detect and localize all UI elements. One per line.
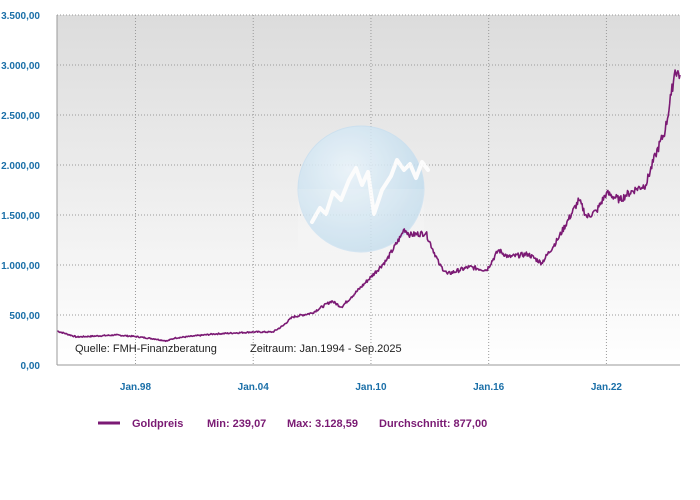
y-tick-label: 2.000,00 xyxy=(1,161,40,172)
y-tick-label: 2.500,00 xyxy=(1,111,40,122)
period-note: Zeitraum: Jan.1994 - Sep.2025 xyxy=(250,343,402,355)
legend: Goldpreis Min: 239,07 Max: 3.128,59 Durc… xyxy=(98,418,487,430)
legend-series-label: Goldpreis xyxy=(132,418,183,430)
x-tick-label: Jan.22 xyxy=(591,382,623,393)
legend-max: Max: 3.128,59 xyxy=(287,418,358,430)
y-tick-label: 3.500,00 xyxy=(1,11,40,22)
x-tick-label: Jan.10 xyxy=(355,382,387,393)
y-axis-ticks: 0,00 500,00 1.000,00 1.500,00 2.000,00 2.500,… xyxy=(1,11,40,372)
y-tick-label: 1.000,00 xyxy=(1,261,40,272)
legend-average: Durchschnitt: 877,00 xyxy=(379,418,487,430)
y-tick-label: 1.500,00 xyxy=(1,211,40,222)
x-tick-label: Jan.98 xyxy=(120,382,152,393)
y-tick-label: 500,00 xyxy=(9,311,40,322)
x-tick-label: Jan.16 xyxy=(473,382,505,393)
y-tick-label: 0,00 xyxy=(21,361,41,372)
goldpreis-line xyxy=(56,69,681,343)
source-note: Quelle: FMH-Finanzberatung xyxy=(75,343,217,355)
x-tick-label: Jan.04 xyxy=(238,382,270,393)
x-axis-ticks: Jan.98 Jan.04 Jan.10 Jan.16 Jan.22 xyxy=(120,382,623,393)
legend-min: Min: 239,07 xyxy=(207,418,266,430)
y-tick-label: 3.000,00 xyxy=(1,61,40,72)
watermark-logo xyxy=(297,125,430,253)
